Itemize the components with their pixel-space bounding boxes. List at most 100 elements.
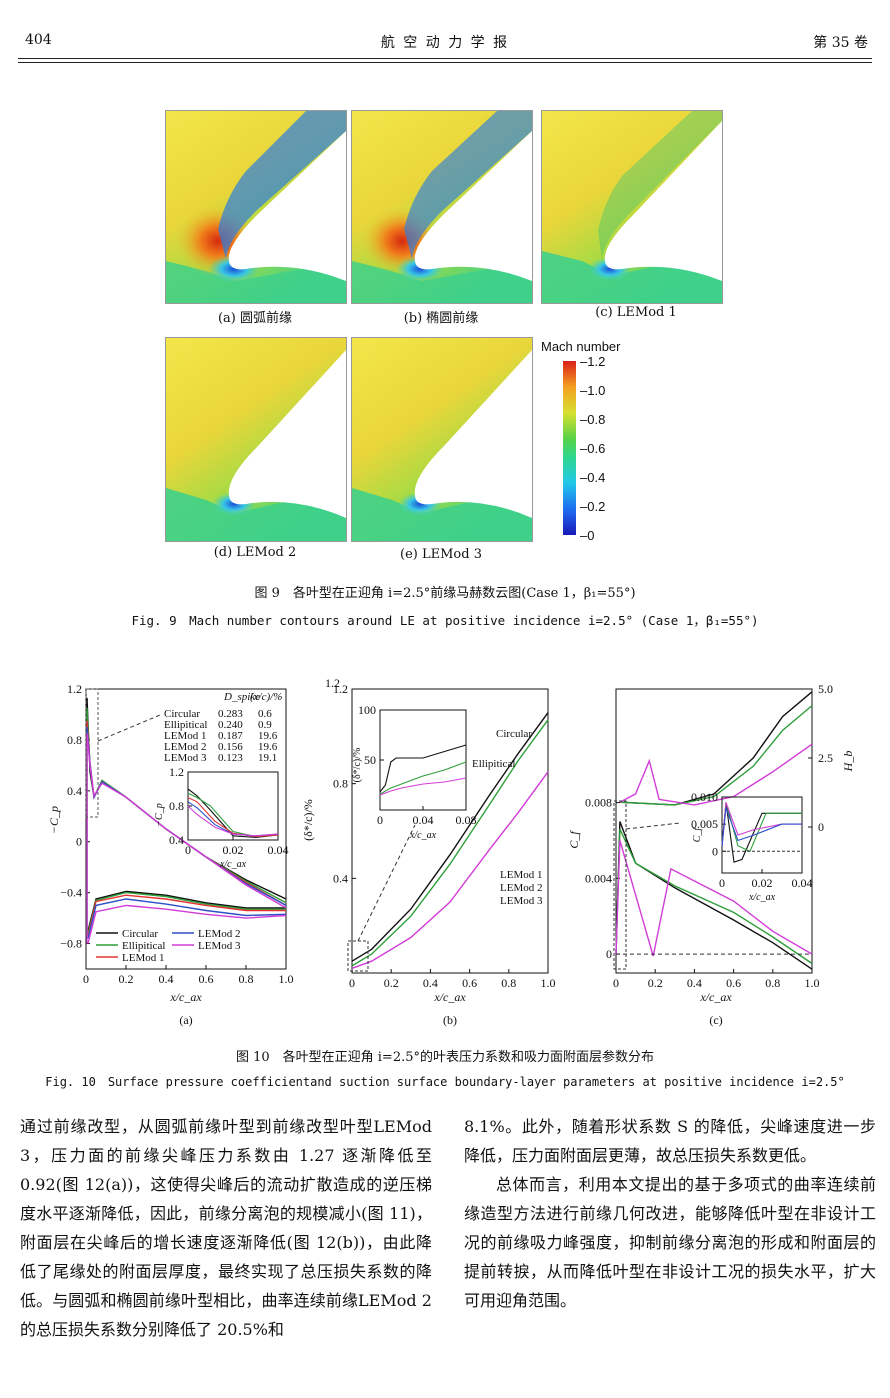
- chart-c-zoom-connector: [625, 822, 681, 830]
- chart-c-xtick-label: 0.6: [726, 976, 741, 990]
- colorbar-tick-label: –0.8: [580, 412, 606, 427]
- chart-c-inset-xtick-label: 0: [719, 876, 725, 890]
- colorbar-tick-label: –0: [580, 528, 595, 543]
- contour-panel-a: [165, 110, 347, 304]
- chart-c-xtick-label: 0.8: [765, 976, 780, 990]
- chart-a-ytick-label: 1.2: [67, 682, 82, 696]
- chart-a-table-name: LEMod 1: [164, 730, 206, 742]
- chart-b-annotation: LEMod 1: [500, 869, 542, 881]
- chart-a-table-dspike: 0.240: [218, 719, 243, 731]
- chart-b-inset-xtick-label: 0.08: [456, 813, 477, 827]
- chart-c-inset-xlabel: x/c_ax: [748, 892, 776, 903]
- chart-a-inset-xlabel: x/c_ax: [219, 859, 247, 870]
- chart-b-frame: [351, 688, 549, 974]
- chart-a-zoom-box: [85, 688, 99, 818]
- contour-panel-d: [165, 337, 347, 542]
- chart-a-inset-ytick-label: 0.4: [169, 833, 184, 847]
- contour-panel-c: [541, 110, 723, 304]
- chart-a-inset-ytick-label: 0.8: [169, 799, 184, 813]
- chart-a-legend-label: LEMod 1: [122, 952, 164, 964]
- chart-c-panel-label: (c): [709, 1013, 722, 1027]
- chart-b-annotation: Circular: [496, 728, 532, 740]
- chart-c-inset-xtick-label: 0.02: [752, 876, 773, 890]
- chart-c-xtick-label: 1.0: [805, 976, 820, 990]
- chart-a-ylabel: −C_p: [47, 806, 61, 834]
- body-column-left: 通过前缘改型，从圆弧前缘叶型到前缘改型叶型LEMod 3，压力面的前缘尖峰压力系…: [20, 1112, 432, 1344]
- chart-c-inset-ytick-label: 0.010: [691, 790, 718, 804]
- chart-b-xtick-label: 0.2: [384, 976, 399, 990]
- panel-label-a: (a) 圆弧前缘: [217, 311, 293, 326]
- chart-b-xtick-label: 0.6: [462, 976, 477, 990]
- chart-b-xtick-label: 0.4: [423, 976, 438, 990]
- chart-c-xtick-label: 0.2: [648, 976, 663, 990]
- chart-a-table-name: Ellipitical: [164, 719, 207, 731]
- colorbar-tick-label: –1.2: [580, 354, 606, 369]
- chart-a-xtick-label: 0.2: [119, 972, 134, 986]
- chart-a-ytick-label: −0.4: [60, 886, 82, 900]
- chart-b-inset-xtick-label: 0.04: [413, 813, 434, 827]
- chart-a-table-header: (x/c)/%: [250, 691, 282, 703]
- chart-a-pressure-line: [87, 894, 286, 937]
- chart-a-inset-line: [187, 797, 279, 838]
- chart-a-pressure-line: [87, 904, 287, 944]
- chart-b-ytick-label: 1.2: [333, 682, 348, 696]
- chart-c-ytick-label: 0: [606, 947, 612, 961]
- chart-b-xtick-label: 0.8: [501, 976, 516, 990]
- chart-a-table-xc: 0.6: [258, 708, 272, 720]
- chart-a-xtick-label: 0.4: [159, 972, 174, 986]
- body-column-right: 8.1%。此外，随着形状系数 S 的降低，尖峰速度进一步降低，压力面附面层更薄，…: [464, 1112, 876, 1315]
- chart-a-table-xc: 19.6: [258, 730, 278, 742]
- chart-b-line: [351, 712, 549, 962]
- chart-c-y2label: H_b: [841, 751, 855, 773]
- volume-label: 第 35 卷: [813, 35, 868, 51]
- colorbar-title: Mach number: [541, 339, 621, 354]
- chart-a-suction-line: [86, 733, 287, 909]
- page-number: 404: [25, 32, 52, 48]
- body-paragraph-left: 通过前缘改型，从圆弧前缘叶型到前缘改型叶型LEMod 3，压力面的前缘尖峰压力系…: [20, 1117, 432, 1339]
- chart-a-zoom-connector: [97, 714, 161, 742]
- chart-c-inset-xtick-label: 0.04: [792, 876, 813, 890]
- chart-a-xtick-label: 0.6: [199, 972, 214, 986]
- journal-title: 航 空 动 力 学 报: [380, 35, 510, 51]
- chart-b-xtick-label: 1.0: [541, 976, 556, 990]
- header-rule: [18, 58, 872, 59]
- contour-panel-e: [351, 337, 533, 542]
- colorbar-tick-label: –1.0: [580, 383, 606, 398]
- chart-b-inset-xlabel: x/c_ax: [409, 830, 437, 841]
- panel-label-c: (c) LEMod 1: [595, 305, 677, 320]
- chart-a-inset-ytick-label: 1.2: [169, 765, 184, 779]
- chart-c-cf-line: [615, 840, 813, 957]
- chart-c-inset-line: [721, 802, 802, 853]
- contour-panel-b: [351, 110, 533, 304]
- chart-a-table-xc: 19.1: [258, 752, 277, 764]
- panel-label-b: (b) 椭圆前缘: [403, 311, 479, 326]
- chart-a-table-dspike: 0.187: [218, 730, 243, 742]
- chart-b-inset-ytick-label: 100: [358, 703, 376, 717]
- chart-a-xlabel: x/c_ax: [169, 990, 202, 1004]
- chart-a-table-dspike: 0.283: [218, 708, 243, 720]
- chart-a-table-name: LEMod 2: [164, 741, 206, 753]
- chart-b-zoom-connector: [357, 824, 416, 942]
- chart-c-xtick-label: 0.4: [687, 976, 702, 990]
- colorbar-tick-label: –0.6: [580, 441, 606, 456]
- chart-a-inset-xtick-label: 0.04: [268, 843, 289, 857]
- chart-c-hb-line: [619, 705, 813, 806]
- chart-a-ytick-label: 0.8: [67, 733, 82, 747]
- chart-a-pressure-line: [87, 890, 286, 931]
- chart-c-zoom-box: [613, 800, 627, 970]
- chart-c-xlabel: x/c_ax: [699, 990, 732, 1004]
- chart-b-inset-line: [379, 744, 467, 793]
- chart-b-xlabel: x/c_ax: [433, 990, 466, 1004]
- chart-a-ytick-label: 0.4: [67, 784, 82, 798]
- chart-c-cf-line: [615, 821, 813, 970]
- header-rule-thin: [18, 62, 872, 63]
- fig10-caption-en: Fig. 10 Surface pressure coefficientand …: [45, 1075, 845, 1089]
- chart-b-ytick-label-top: 1.2: [325, 676, 340, 690]
- fig9-caption-cn: 图 9 各叶型在正迎角 i=2.5°前缘马赫数云图(Case 1，β₁=55°): [254, 586, 636, 601]
- chart-a-frame: [85, 688, 287, 970]
- fig10-charts: 0 0.2 0.4 0.6 0.8 1.01.20.80.40−0.4−0.8−C_px/…: [47, 676, 855, 1027]
- chart-a-table-name: Circular: [164, 708, 200, 720]
- chart-b-line: [351, 719, 549, 967]
- chart-c-y2tick-label: 0: [818, 820, 824, 834]
- chart-c-ytick-label: 0.008: [585, 796, 612, 810]
